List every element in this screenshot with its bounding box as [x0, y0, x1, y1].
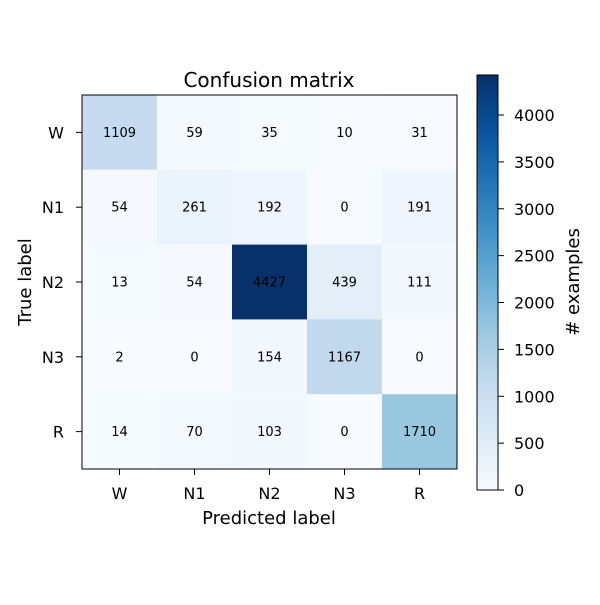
heatmap-cells — [82, 95, 458, 470]
heatmap-cell-label: 0 — [340, 201, 348, 216]
heatmap-cell-label: 0 — [190, 350, 198, 365]
heatmap-cell-label: 191 — [407, 201, 432, 216]
y-tick-label: N3 — [42, 348, 64, 367]
heatmap-cell — [382, 95, 458, 171]
chart-title: Confusion matrix — [183, 68, 354, 92]
heatmap-cell — [382, 244, 458, 320]
y-tick-label: R — [53, 423, 64, 442]
heatmap-cell-label: 14 — [111, 425, 128, 440]
colorbar-tick-label: 0 — [514, 481, 524, 500]
heatmap-cell-label: 4427 — [253, 276, 286, 291]
colorbar — [476, 74, 499, 491]
heatmap-cell — [232, 169, 308, 246]
heatmap-cell — [157, 394, 233, 470]
heatmap-cell — [382, 394, 458, 470]
heatmap-cell — [232, 319, 308, 395]
heatmap-cell — [157, 169, 233, 246]
y-tick-label: N2 — [42, 273, 64, 292]
heatmap-cell-label: 1167 — [328, 350, 361, 365]
x-tick-label: N3 — [333, 484, 355, 503]
x-tick-label: R — [414, 484, 425, 503]
heatmap-cell-label: 261 — [182, 201, 207, 216]
heatmap-cell-label: 111 — [407, 276, 432, 291]
x-axis-ticks: W N1 N2 N3 R — [112, 469, 425, 503]
colorbar-tick-label: 4000 — [514, 106, 555, 125]
colorbar-tick-label: 2000 — [514, 294, 555, 313]
y-axis-ticks: W N1 N2 N3 R — [42, 123, 82, 442]
heatmap-cell — [232, 394, 308, 470]
heatmap-cell — [307, 394, 383, 470]
heatmap-cell-label: 70 — [186, 425, 203, 440]
heatmap-cell — [232, 244, 308, 320]
heatmap-cell-label: 0 — [340, 425, 348, 440]
x-tick-label: N1 — [183, 484, 205, 503]
heatmap-cell — [382, 319, 458, 395]
heatmap-cell-label: 154 — [257, 350, 282, 365]
heatmap-cell-label: 54 — [111, 201, 128, 216]
colorbar-tick-label: 1500 — [514, 340, 555, 359]
heatmap-cell-label: 2 — [115, 350, 123, 365]
colorbar-tick-label: 2500 — [514, 247, 555, 266]
heatmap-cell — [307, 244, 383, 320]
heatmap-cell-label: 13 — [111, 276, 128, 291]
colorbar-tick-label: 3500 — [514, 153, 555, 172]
heatmap-cell — [307, 319, 383, 395]
heatmap-cell-label: 54 — [186, 276, 203, 291]
heatmap-cell — [232, 95, 308, 171]
heatmap-cell-label: 0 — [415, 350, 423, 365]
x-tick-label: W — [112, 484, 128, 503]
heatmap-cell-label: 31 — [411, 126, 428, 141]
heatmap-cell — [82, 394, 158, 470]
colorbar-ticks: 0 500 1000 1500 2000 2500 3000 3500 4000 — [498, 106, 555, 500]
heatmap-cell-label: 1710 — [403, 425, 436, 440]
colorbar-tick-label: 3000 — [514, 200, 555, 219]
heatmap-cell-label: 103 — [257, 425, 282, 440]
heatmap-cell-label: 1109 — [103, 126, 136, 141]
y-tick-label: W — [48, 123, 64, 142]
heatmap-cell — [157, 319, 233, 395]
heatmap-cell-label: 439 — [332, 276, 357, 291]
heatmap-cell-label: 35 — [261, 126, 278, 141]
y-tick-label: N1 — [42, 198, 64, 217]
heatmap-cell — [82, 169, 158, 246]
colorbar-label: # examples — [563, 228, 584, 336]
y-axis-label: True label — [15, 238, 36, 327]
heatmap-cell — [307, 95, 383, 171]
heatmap-cell-label: 192 — [257, 201, 282, 216]
x-tick-label: N2 — [258, 484, 280, 503]
heatmap-cell — [82, 244, 158, 320]
heatmap-cell-label: 59 — [186, 126, 203, 141]
heatmap-cell — [157, 95, 233, 171]
heatmap-cell — [157, 244, 233, 320]
heatmap-cell — [382, 169, 458, 246]
x-axis-label: Predicted label — [202, 508, 336, 529]
heatmap-cell — [307, 169, 383, 246]
heatmap-cell-label: 10 — [336, 126, 353, 141]
heatmap-cell — [82, 319, 158, 395]
colorbar-tick-label: 1000 — [514, 387, 555, 406]
colorbar-tick-label: 500 — [514, 434, 545, 453]
heatmap-cell — [82, 95, 158, 171]
